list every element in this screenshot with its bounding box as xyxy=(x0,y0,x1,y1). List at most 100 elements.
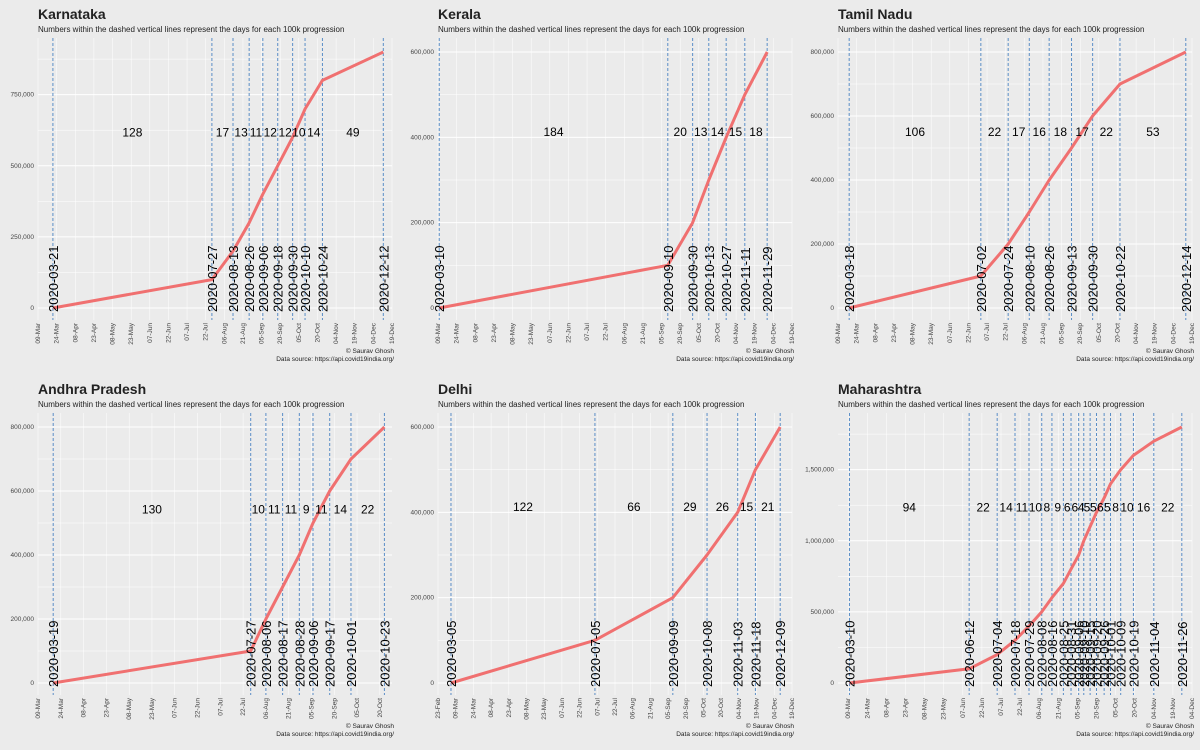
milestone-date-label: 2020-08-25 xyxy=(1056,621,1071,688)
milestone-date-label: 2020-10-13 xyxy=(702,246,717,313)
x-tick-label: 24-Mar xyxy=(470,697,477,718)
x-tick-label: 05-Oct xyxy=(1113,698,1120,718)
x-tick-label: 07-Jun xyxy=(547,323,554,343)
x-tick-label: 23-May xyxy=(528,322,535,344)
milestone-date-label: 2020-07-02 xyxy=(974,246,989,313)
x-tick-label: 19-Nov xyxy=(1170,697,1177,719)
day-count-label: 5 xyxy=(1104,501,1111,515)
milestone-date-label: 2020-09-30 xyxy=(286,246,301,313)
chart-subtitle: Numbers within the dashed vertical lines… xyxy=(38,25,345,34)
chart-title: Maharashtra xyxy=(838,381,922,397)
milestone-date-label: 2020-11-03 xyxy=(731,621,746,687)
day-count-label: 29 xyxy=(683,500,697,514)
x-tick-label: 06-Aug xyxy=(1021,323,1028,344)
x-tick-label: 04-Nov xyxy=(733,322,740,344)
x-tick-label: 07-Jun xyxy=(147,323,154,343)
day-count-label: 10 xyxy=(292,126,306,140)
milestone-date-label: 2020-09-17 xyxy=(323,621,338,688)
x-tick-label: 04-Dec xyxy=(770,322,777,344)
y-tick-label: 0 xyxy=(830,680,834,687)
chart-title: Karnataka xyxy=(38,6,106,22)
day-count-label: 10 xyxy=(1120,501,1134,515)
chart-title: Tamil Nadu xyxy=(838,6,913,22)
x-tick-label: 23-May xyxy=(941,697,948,719)
y-tick-label: 600,000 xyxy=(411,424,435,431)
y-tick-label: 500,000 xyxy=(811,609,835,616)
x-tick-label: 05-Sep xyxy=(665,698,672,719)
x-tick-label: 24-Mar xyxy=(58,697,65,718)
x-tick-label: 19-Nov xyxy=(752,322,759,344)
x-tick-label: 23-May xyxy=(928,322,935,344)
x-tick-label: 22-Jul xyxy=(1003,322,1010,340)
day-count-label: 15 xyxy=(740,500,754,514)
milestone-date-label: 2020-10-23 xyxy=(377,621,392,688)
y-tick-label: 500,000 xyxy=(11,163,35,170)
x-tick-label: 21-Aug xyxy=(286,698,293,719)
milestone-date-label: 2020-09-26 xyxy=(1097,621,1112,688)
x-tick-label: 08-May xyxy=(110,322,117,344)
day-count-label: 94 xyxy=(903,501,917,515)
chart-kerala: 0 200,000 400,000 600,000 09-Mar 24-Mar 08-Apr… xyxy=(411,38,796,345)
y-tick-label: 200,000 xyxy=(11,616,35,623)
milestone-date-label: 2020-07-05 xyxy=(588,621,603,688)
milestone-date-label: 2020-11-18 xyxy=(748,621,763,687)
x-tick-label: 23-Apr xyxy=(506,697,513,717)
x-tick-label: 19-Nov xyxy=(1152,322,1159,344)
day-count-label: 9 xyxy=(1054,501,1061,515)
day-count-label: 16 xyxy=(1137,501,1151,515)
y-tick-label: 800,000 xyxy=(811,49,835,56)
day-count-label: 11 xyxy=(268,503,281,517)
y-tick-label: 400,000 xyxy=(411,509,435,516)
milestone-date-label: 2020-07-27 xyxy=(244,621,259,688)
day-count-label: 66 xyxy=(627,500,641,514)
chart-credit: © Saurav Ghosh Data source: https://api.c… xyxy=(1076,723,1194,739)
x-tick-label: 20-Sep xyxy=(1093,698,1100,719)
x-tick-label: 22-Jul xyxy=(612,697,619,715)
milestone-date-label: 2020-08-13 xyxy=(226,246,241,313)
day-count-label: 184 xyxy=(544,125,564,139)
series-line xyxy=(848,50,1187,310)
day-count-label: 11 xyxy=(250,126,263,140)
x-tick-label: 05-Sep xyxy=(1074,698,1081,719)
x-tick-label: 04-Dec xyxy=(1170,322,1177,344)
series-line xyxy=(438,51,769,310)
chart-subtitle: Numbers within the dashed vertical lines… xyxy=(838,25,1145,34)
x-tick-label: 20-Sep xyxy=(677,323,684,344)
x-tick-label: 06-Aug xyxy=(621,323,628,344)
x-tick-label: 23-Apr xyxy=(491,322,498,342)
x-tick-label: 22-Jun xyxy=(979,698,986,718)
chart-subtitle: Numbers within the dashed vertical lines… xyxy=(438,25,745,34)
x-tick-label: 22-Jul xyxy=(1017,697,1024,715)
x-tick-label: 04-Nov xyxy=(1133,322,1140,344)
day-count-label: 13 xyxy=(234,126,248,140)
x-tick-label: 20-Sep xyxy=(683,698,690,719)
day-count-label: 18 xyxy=(749,125,763,139)
milestone-date-label: 2020-12-14 xyxy=(1179,246,1194,313)
x-tick-label: 08-Apr xyxy=(883,697,890,717)
y-tick-label: 800,000 xyxy=(11,424,35,431)
milestone-date-label: 2020-10-19 xyxy=(1126,621,1141,688)
milestone-date-label: 2020-07-18 xyxy=(1008,621,1023,688)
x-tick-label: 04-Dec xyxy=(771,697,778,719)
x-tick-label: 07-Jul xyxy=(184,322,191,340)
milestone-date-label: 2020-03-10 xyxy=(432,246,447,313)
x-tick-label: 20-Oct xyxy=(714,323,721,343)
x-tick-label: 19-Dec xyxy=(1189,322,1196,344)
source-text: Data source: https://api.covid19india.or… xyxy=(1076,356,1194,363)
milestone-date-label: 2020-07-24 xyxy=(1001,246,1016,313)
milestone-date-label: 2020-09-30 xyxy=(1086,246,1101,313)
chart-credit: © Saurav Ghosh Data source: https://api.c… xyxy=(676,723,794,739)
x-tick-label: 19-Nov xyxy=(352,322,359,344)
chart-maharashtra: 0 500,000 1,000,000 1,500,000 09-Mar 24-Mar 08… xyxy=(805,413,1196,720)
day-count-label: 20 xyxy=(674,125,688,139)
x-tick-label: 06-Aug xyxy=(630,698,637,719)
y-tick-label: 200,000 xyxy=(411,595,435,602)
day-count-label: 15 xyxy=(729,125,743,139)
x-tick-label: 04-Nov xyxy=(333,322,340,344)
milestone-date-label: 2020-06-12 xyxy=(962,621,977,688)
x-tick-label: 05-Oct xyxy=(354,698,361,718)
x-tick-label: 08-May xyxy=(524,697,531,719)
milestone-date-label: 2020-07-27 xyxy=(205,246,220,313)
x-tick-label: 20-Oct xyxy=(718,698,725,718)
milestone-date-label: 2020-08-08 xyxy=(1035,621,1050,688)
